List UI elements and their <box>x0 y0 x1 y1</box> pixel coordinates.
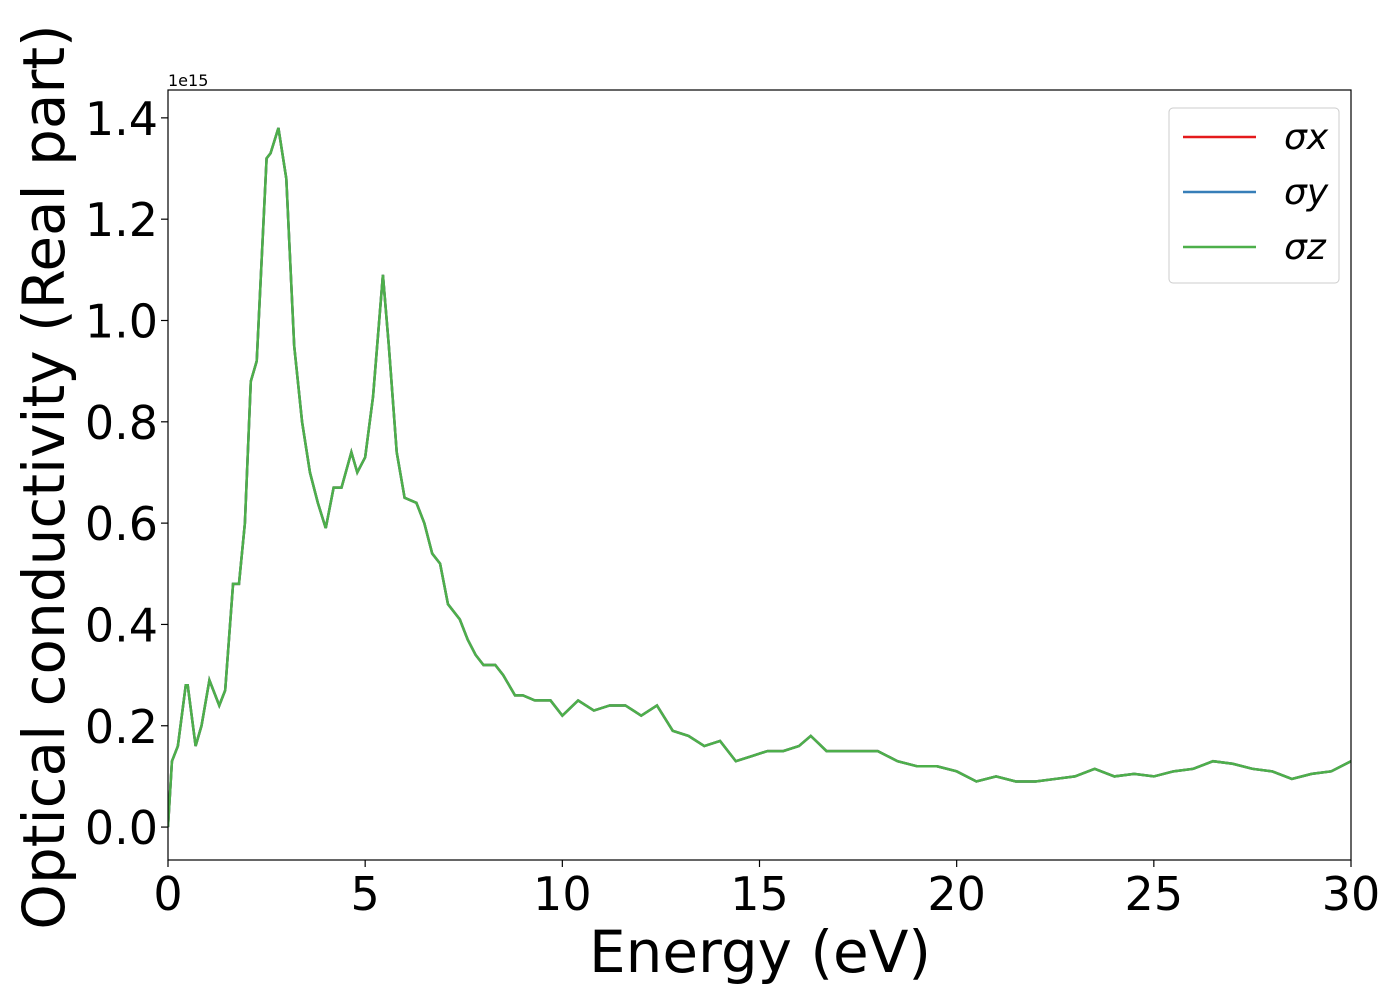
x-tick-label: 5 <box>351 867 380 921</box>
y-offset-label: 1e15 <box>168 71 208 90</box>
x-tick-label: 10 <box>533 867 592 921</box>
y-axis-label: Optical conductivity (Real part) <box>10 24 78 929</box>
x-tick-label: 30 <box>1322 867 1381 921</box>
x-axis-label: Energy (eV) <box>589 918 931 986</box>
x-tick-label: 15 <box>730 867 789 921</box>
y-tick-label: 0.2 <box>85 700 158 754</box>
legend-label: σy <box>1284 172 1329 213</box>
y-tick-label: 1.2 <box>85 193 158 247</box>
plot-frame <box>167 89 1352 861</box>
x-tick-label: 0 <box>153 867 182 921</box>
legend-box <box>1168 107 1340 284</box>
y-tick-label: 1.0 <box>85 294 158 348</box>
series-line <box>168 127 1351 828</box>
y-tick-label: 0.4 <box>85 598 158 652</box>
y-tick-label: 0.6 <box>85 497 158 551</box>
y-tick-label: 1.4 <box>85 92 158 146</box>
y-tick-label: 0.0 <box>85 801 158 855</box>
y-tick-label: 0.8 <box>85 396 158 450</box>
legend-label: σx <box>1284 117 1329 158</box>
x-tick-label: 25 <box>1125 867 1184 921</box>
legend-label: σz <box>1284 227 1327 268</box>
x-tick-label: 20 <box>927 867 986 921</box>
